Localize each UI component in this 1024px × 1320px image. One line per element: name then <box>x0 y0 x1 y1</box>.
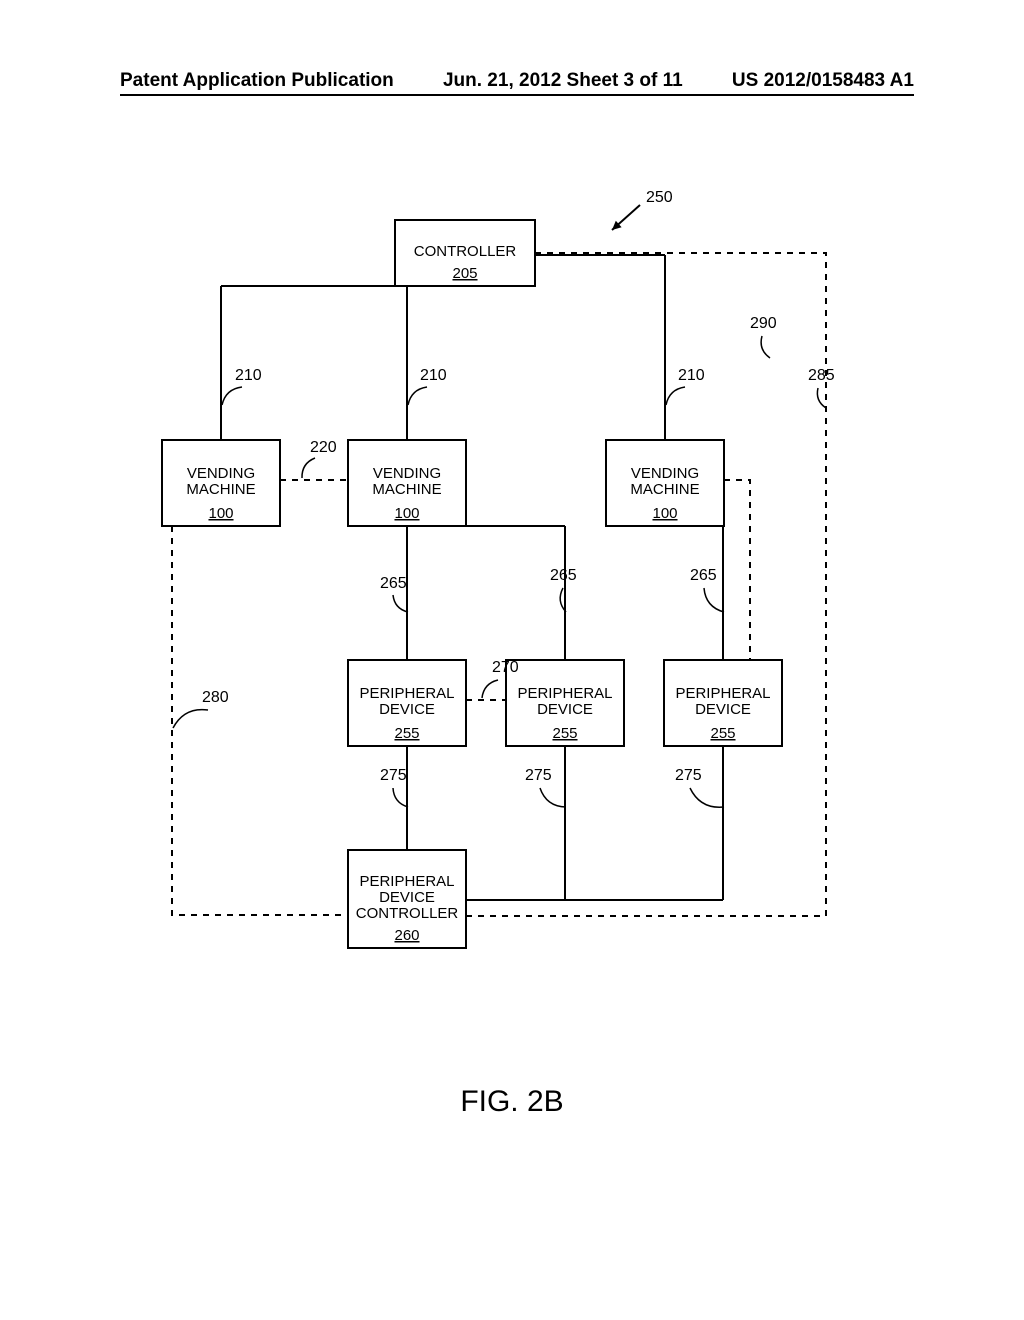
vm3-label-1: MACHINE <box>630 481 699 498</box>
header-right: US 2012/0158483 A1 <box>732 70 914 92</box>
page-header: Patent Application Publication Jun. 21, … <box>120 70 914 92</box>
pd2-label-1: DEVICE <box>537 701 593 718</box>
pd3-ref: 255 <box>710 725 735 742</box>
pd3-label-0: PERIPHERAL <box>675 685 770 702</box>
pd1-ref: 255 <box>394 725 419 742</box>
pdc-ref: 260 <box>394 927 419 944</box>
ref-285: 285 <box>808 367 835 384</box>
ref-275: 275 <box>380 767 407 784</box>
vm1-label-1: MACHINE <box>186 481 255 498</box>
header-rule <box>120 94 914 96</box>
block-diagram: CONTROLLER205VENDINGMACHINE100VENDINGMAC… <box>130 180 890 980</box>
ref-290: 290 <box>750 315 777 332</box>
vm2-ref: 100 <box>394 505 419 522</box>
vm3-ref: 100 <box>652 505 677 522</box>
ref-280: 280 <box>202 689 229 706</box>
figure-caption: FIG. 2B <box>0 1085 1024 1119</box>
ref-275: 275 <box>525 767 552 784</box>
header-mid: Jun. 21, 2012 Sheet 3 of 11 <box>443 70 683 92</box>
ref-210: 210 <box>678 367 705 384</box>
ref-270: 270 <box>492 659 519 676</box>
vm1-label-0: VENDING <box>187 465 255 482</box>
ref-220: 220 <box>310 439 337 456</box>
ref-250: 250 <box>646 189 673 206</box>
ref-275: 275 <box>675 767 702 784</box>
ref-210: 210 <box>235 367 262 384</box>
ref-265: 265 <box>550 567 577 584</box>
controller-ref: 205 <box>452 265 477 282</box>
ref-265: 265 <box>690 567 717 584</box>
ref-210: 210 <box>420 367 447 384</box>
pd2-label-0: PERIPHERAL <box>517 685 612 702</box>
header-left: Patent Application Publication <box>120 70 394 92</box>
pdc-label-0: PERIPHERAL <box>359 873 454 890</box>
pd1-label-1: DEVICE <box>379 701 435 718</box>
pd2-ref: 255 <box>552 725 577 742</box>
vm2-label-1: MACHINE <box>372 481 441 498</box>
pd1-label-0: PERIPHERAL <box>359 685 454 702</box>
vm2-label-0: VENDING <box>373 465 441 482</box>
pdc-label-1: DEVICE <box>379 889 435 906</box>
pd3-label-1: DEVICE <box>695 701 751 718</box>
ref-265: 265 <box>380 575 407 592</box>
vm1-ref: 100 <box>208 505 233 522</box>
pdc-label-2: CONTROLLER <box>356 905 459 922</box>
controller-label-0: CONTROLLER <box>414 243 517 260</box>
vm3-label-0: VENDING <box>631 465 699 482</box>
